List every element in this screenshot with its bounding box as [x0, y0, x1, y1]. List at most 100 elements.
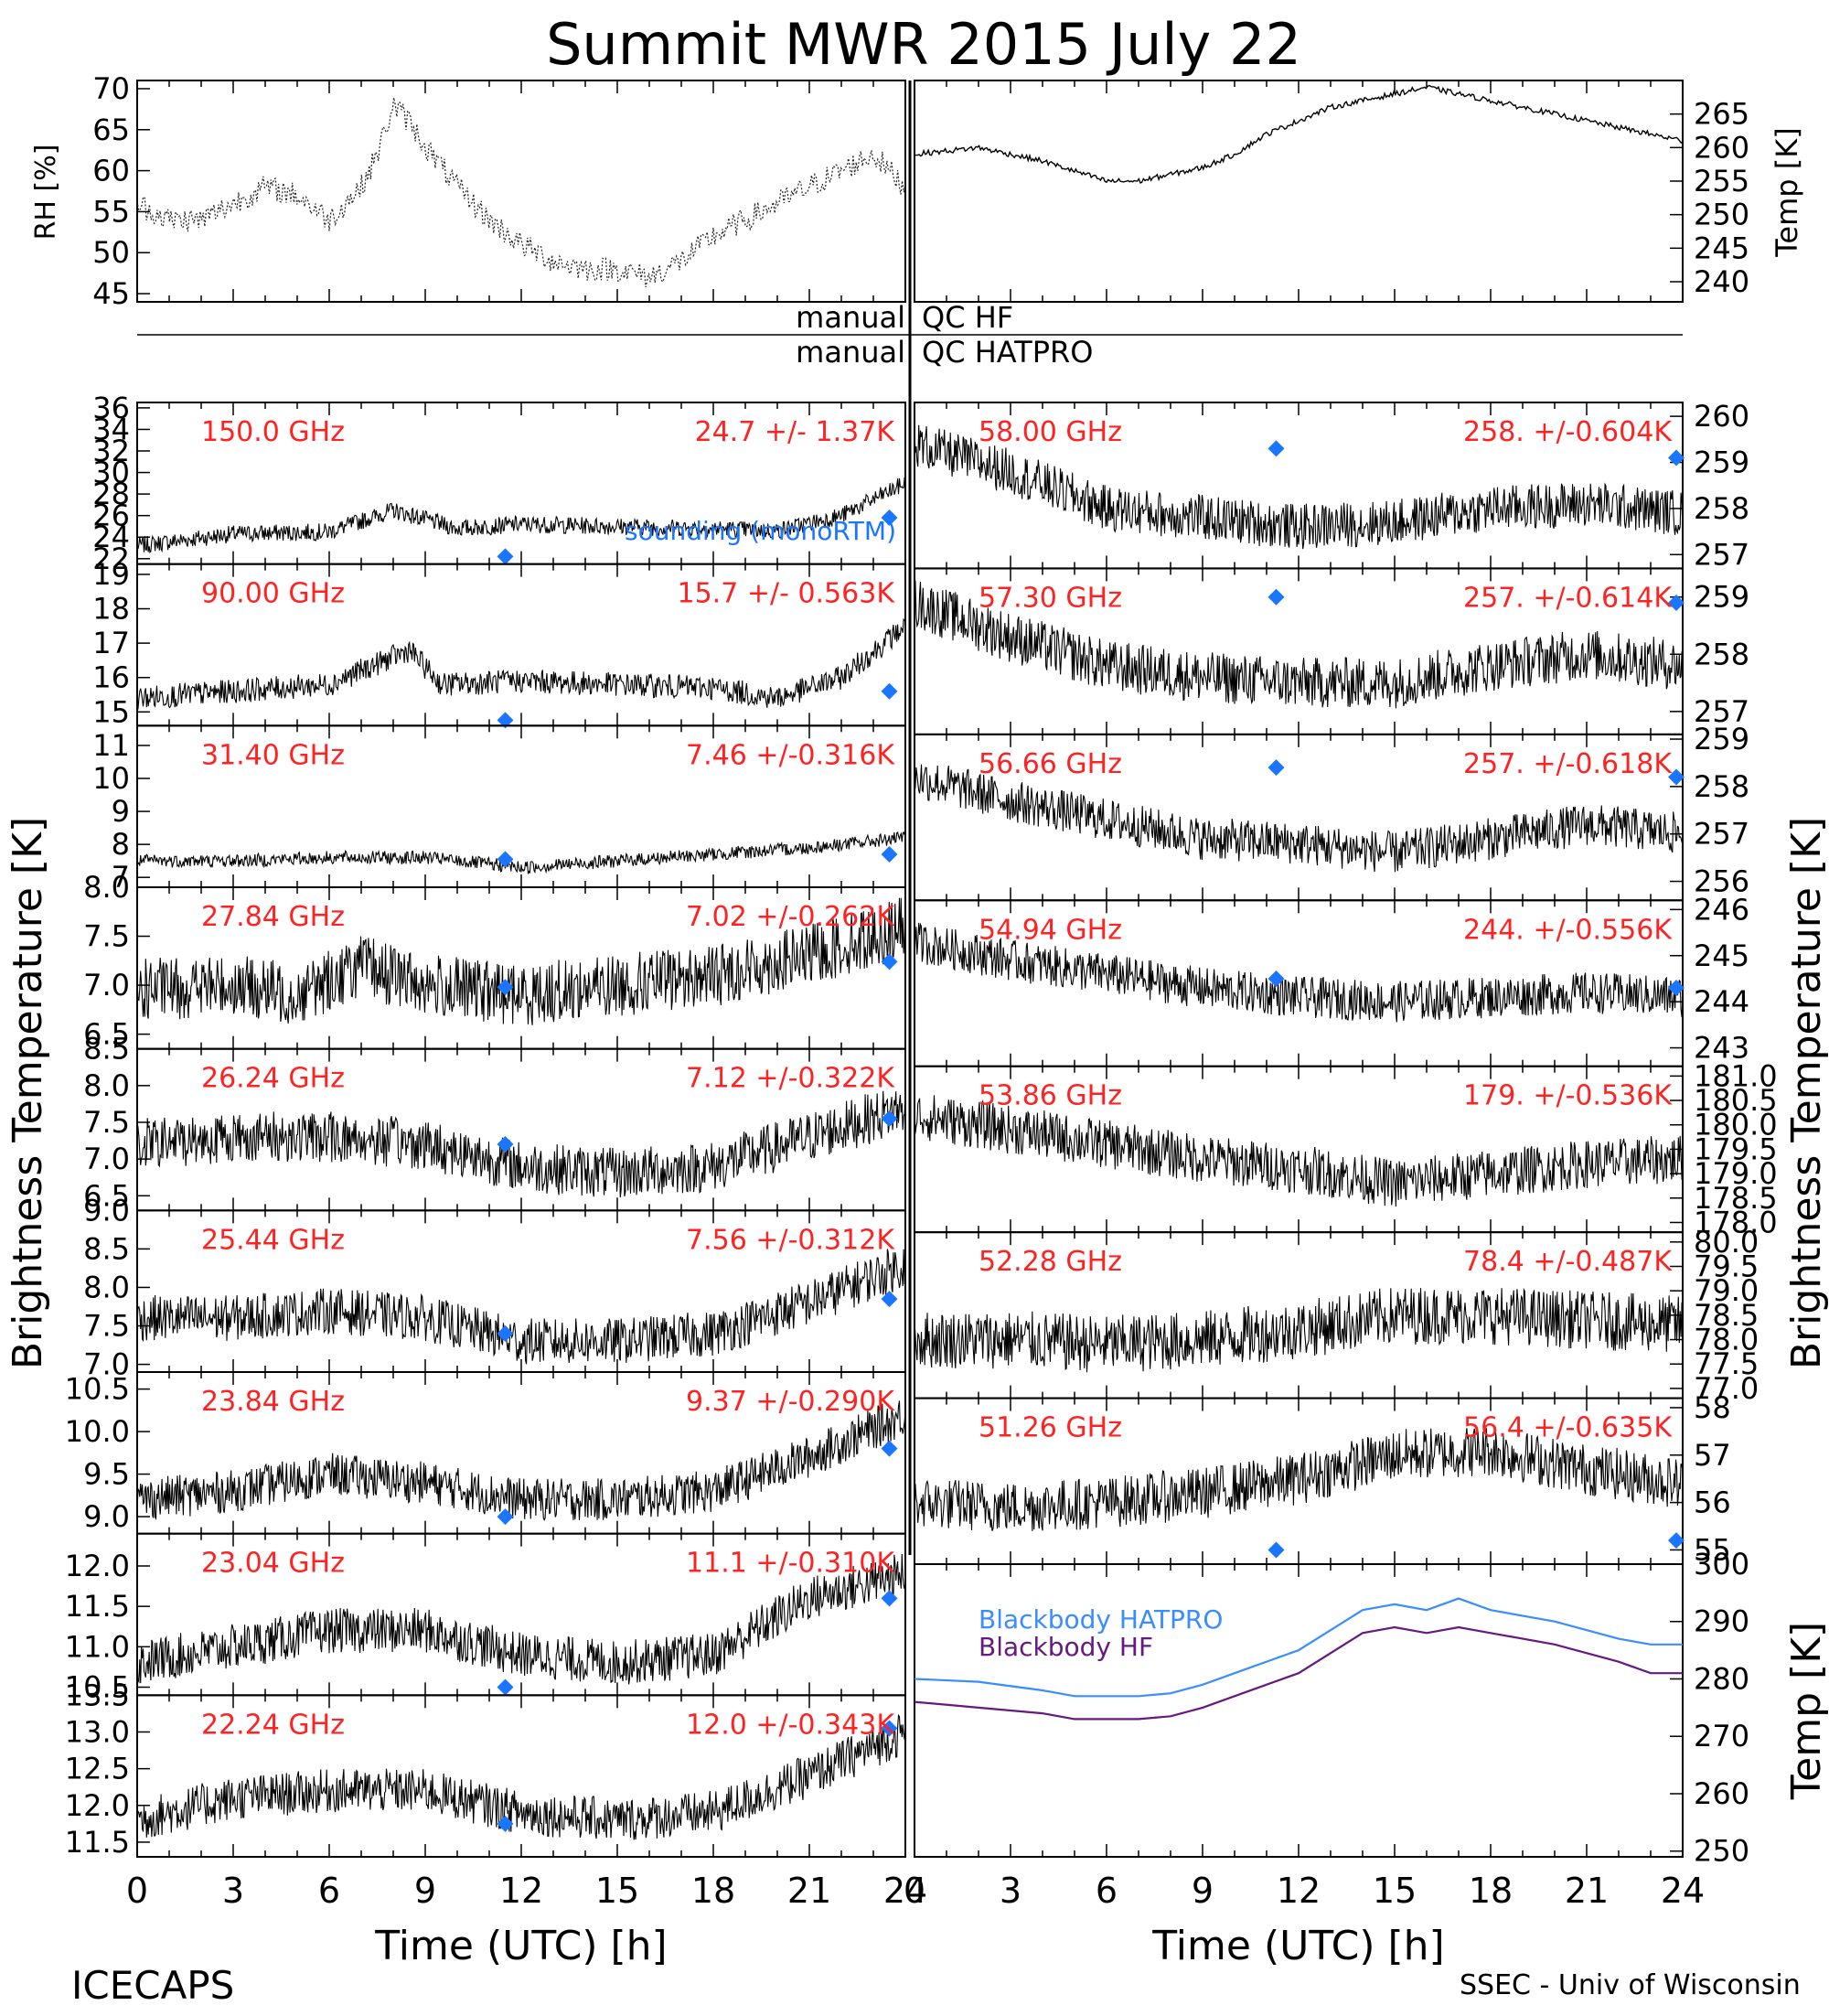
- right-panel-5-ticklabel-4: 79.0: [1694, 1273, 1759, 1308]
- left-panel-5-ticklabel-3: 8.5: [83, 1231, 130, 1266]
- left-xtick-label-2: 6: [318, 1871, 340, 1911]
- left-panel-5-trace: [137, 1249, 905, 1365]
- right-panel-3-sounding-marker-1: [1668, 980, 1685, 997]
- met-temp-frame: [914, 80, 1684, 303]
- left-panel-6-freq-label: 23.84 GHz: [201, 1386, 345, 1418]
- bb-hf-label: Blackbody HF: [979, 1632, 1153, 1662]
- left-panel-2-sounding-marker-0: [497, 851, 514, 868]
- right-panel-0-stat-label: 258. +/-0.604K: [1463, 416, 1673, 448]
- bb-ticklabel-1: 260: [1694, 1776, 1749, 1811]
- right-panel-5-trace: [914, 1287, 1683, 1373]
- qc-hatpro-manual: manual: [796, 335, 905, 370]
- bb-ticklabel-2: 270: [1694, 1719, 1749, 1753]
- left-xaxis-label: Time (UTC) [h]: [374, 1923, 667, 1969]
- left-panel-1-ticklabel-1: 16: [92, 660, 130, 695]
- left-panel-4-sounding-marker-0: [497, 1136, 514, 1153]
- right-panel-4-ticklabel-1: 178.5: [1694, 1181, 1778, 1216]
- left-panel-2-ticklabel-3: 10: [92, 761, 130, 796]
- right-xtick-label-8: 24: [1661, 1871, 1705, 1911]
- left-xtick-label-3: 9: [414, 1871, 436, 1911]
- blackbody-panel: 250 260 270 280 290 300 Temp [K] Blackbody HATP…: [914, 1547, 1829, 1869]
- right-panel-6-yticks: 55 56 57 58: [1670, 1390, 1731, 1567]
- left-panel-1-stat-label: 15.7 +/- 0.563K: [678, 578, 896, 610]
- left-panel-6-sounding-marker-1: [881, 1440, 898, 1457]
- right-panel-1-stat-label: 257. +/-0.614K: [1463, 582, 1673, 614]
- left-panel-6-stat-label: 9.37 +/-0.290K: [686, 1386, 895, 1418]
- qc-area: manual QC HF manual QC HATPRO: [137, 80, 1683, 1555]
- right-panel-5-ticklabel-6: 80.0: [1694, 1225, 1759, 1260]
- left-panel-7-ticklabel-0: 10.5: [65, 1670, 130, 1705]
- left-panel-6-trace: [137, 1400, 905, 1521]
- left-panel-4-freq-label: 26.24 GHz: [201, 1063, 345, 1095]
- right-panel-1-yticks: 257 258 259: [1670, 580, 1749, 729]
- right-panel-2-stat-label: 257. +/-0.618K: [1463, 748, 1673, 780]
- right-panel-1-ticklabel-2: 259: [1694, 580, 1749, 615]
- left-panel-3-ticklabel-3: 8.0: [83, 870, 130, 905]
- left-panel-0-ticklabel-6: 34: [92, 412, 130, 446]
- right-panel-0-sounding-marker-0: [1267, 440, 1285, 457]
- left-panel-3-freq-label: 27.84 GHz: [201, 901, 345, 933]
- footer-right: SSEC - Univ of Wisconsin: [1460, 1969, 1801, 2001]
- footer-left: ICECAPS: [71, 1963, 234, 2008]
- sounding-legend: sounding (monoRTM): [625, 516, 896, 546]
- right-panel-1-ticklabel-0: 257: [1694, 694, 1749, 729]
- temp-ticklabel-3: 255: [1694, 164, 1749, 198]
- left-xtick-label-6: 18: [691, 1871, 735, 1911]
- left-panel-6-ticklabel-0: 9.0: [83, 1499, 130, 1534]
- right-panel-6-ticklabel-0: 55: [1694, 1532, 1731, 1567]
- right-panel-0-ticklabel-3: 260: [1694, 399, 1749, 434]
- right-panel-5-ticklabel-2: 78.0: [1694, 1323, 1759, 1357]
- left-panel-4-ticklabel-2: 7.5: [83, 1105, 130, 1140]
- left-panel-3-yticks: 6.5 7.0 7.5 8.0: [83, 870, 150, 1052]
- right-xtick-label-2: 6: [1096, 1871, 1118, 1911]
- bb-ticklabel-4: 290: [1694, 1604, 1749, 1639]
- left-panel-4-ticklabel-0: 6.5: [83, 1178, 130, 1213]
- right-panel-0-ticklabel-0: 257: [1694, 537, 1749, 572]
- left-panel-7-trace: [137, 1553, 905, 1685]
- right-panel-6-sounding-marker-0: [1267, 1541, 1285, 1559]
- right-panel-4-ticklabel-2: 179.0: [1694, 1156, 1778, 1191]
- right-xtick-label-4: 12: [1277, 1871, 1321, 1911]
- figure-title: Summit MWR 2015 July 22: [546, 11, 1301, 78]
- right-panel-3-ticklabel-3: 246: [1694, 892, 1749, 927]
- rh-ticklabel-2: 55: [92, 194, 130, 229]
- left-panel-8-freq-label: 22.24 GHz: [201, 1709, 345, 1741]
- right-panel-6-ticklabel-3: 58: [1694, 1390, 1731, 1425]
- right-panel-5: 77.077.578.078.579.079.580.0 52.28 GHz 78.…: [914, 1225, 1759, 1406]
- met-rh-frame: [136, 80, 906, 303]
- right-ylabel: Brightness Temperature [K]: [1783, 817, 1829, 1369]
- left-panel-1-ticklabel-3: 18: [92, 592, 130, 627]
- left-panel-8-sounding-marker-1: [881, 1720, 898, 1737]
- left-panel-8-stat-label: 12.0 +/-0.343K: [686, 1709, 895, 1741]
- left-panel-3-trace: [137, 897, 905, 1025]
- right-panel-3-freq-label: 54.94 GHz: [979, 914, 1122, 946]
- left-panel-2-sounding-marker-1: [881, 845, 898, 863]
- left-panel-5-yticks: 7.07.5 8.0 8.59.0: [83, 1193, 150, 1382]
- left-panel-5: 7.07.5 8.0 8.59.0 25.44 GHz 7.56 +/-0.312K: [83, 1193, 906, 1382]
- right-panel-6-ticklabel-2: 57: [1694, 1438, 1731, 1473]
- left-panel-7-ticklabel-3: 12.0: [65, 1549, 130, 1583]
- left-panel-0-ticklabel-4: 30: [92, 456, 130, 490]
- right-panel-5-ticklabel-3: 78.5: [1694, 1298, 1759, 1333]
- temp-ticklabel-1: 245: [1694, 231, 1749, 265]
- right-panel-0-freq-label: 58.00 GHz: [979, 416, 1122, 448]
- right-panel-2-sounding-marker-0: [1267, 759, 1285, 777]
- right-panel-2-yticks: 256 257 258 259: [1670, 722, 1749, 899]
- bb-ylabel: Temp [K]: [1783, 1622, 1829, 1800]
- left-panel-8-yticks: 11.512.012.513.013.5: [65, 1678, 150, 1860]
- left-panel-1-ticklabel-0: 15: [92, 694, 130, 729]
- left-panel-5-ticklabel-0: 7.0: [83, 1347, 130, 1382]
- left-panel-1-ticklabel-4: 19: [92, 557, 130, 592]
- right-panel-4-ticklabel-4: 180.0: [1694, 1108, 1778, 1142]
- left-ylabel: Brightness Temperature [K]: [5, 817, 51, 1369]
- left-panel-8-ticklabel-2: 12.5: [65, 1752, 130, 1786]
- rh-ticklabel-5: 70: [92, 71, 130, 106]
- left-panel-7-stat-label: 11.1 +/-0.310K: [686, 1548, 895, 1580]
- bb-ticklabel-3: 280: [1694, 1661, 1749, 1696]
- left-panel-3-sounding-marker-1: [881, 953, 898, 970]
